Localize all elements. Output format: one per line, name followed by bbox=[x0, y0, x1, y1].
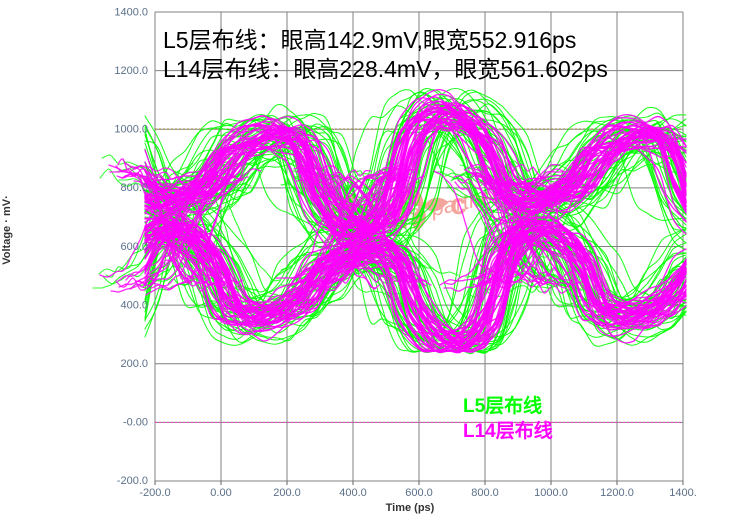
svg-text:L5层布线: L5层布线 bbox=[463, 394, 542, 417]
svg-text:400.0: 400.0 bbox=[339, 487, 367, 499]
svg-text:1400.0: 1400.0 bbox=[114, 7, 148, 19]
svg-text:-200.0: -200.0 bbox=[139, 487, 170, 499]
svg-text:200.0: 200.0 bbox=[120, 358, 148, 370]
svg-text:L14层布线: L14层布线 bbox=[463, 419, 553, 442]
svg-text:0.00: 0.00 bbox=[210, 487, 231, 499]
svg-text:800.0: 800.0 bbox=[120, 182, 148, 194]
svg-text:1200.0: 1200.0 bbox=[114, 65, 148, 77]
svg-text:400.0: 400.0 bbox=[120, 300, 148, 312]
svg-text:1000.0: 1000.0 bbox=[114, 124, 148, 136]
svg-text:1400.: 1400. bbox=[669, 487, 697, 499]
svg-text:1000.0: 1000.0 bbox=[534, 487, 568, 499]
svg-text:800.0: 800.0 bbox=[471, 487, 499, 499]
svg-text:-200.0: -200.0 bbox=[117, 475, 148, 487]
svg-text:600.0: 600.0 bbox=[120, 241, 148, 253]
svg-text:1200.0: 1200.0 bbox=[600, 487, 634, 499]
svg-text:200.0: 200.0 bbox=[273, 487, 301, 499]
svg-text:Time (ps): Time (ps) bbox=[386, 502, 435, 514]
svg-text:L5层布线：眼高142.9mV,眼宽552.916ps: L5层布线：眼高142.9mV,眼宽552.916ps bbox=[163, 27, 576, 53]
svg-text:600.0: 600.0 bbox=[405, 487, 433, 499]
svg-text:Voltage · mV·: Voltage · mV· bbox=[1, 195, 13, 264]
svg-text:L14层布线：眼高228.4mV，眼宽561.602ps: L14层布线：眼高228.4mV，眼宽561.602ps bbox=[163, 56, 608, 82]
svg-text:-0.00: -0.00 bbox=[123, 417, 148, 429]
